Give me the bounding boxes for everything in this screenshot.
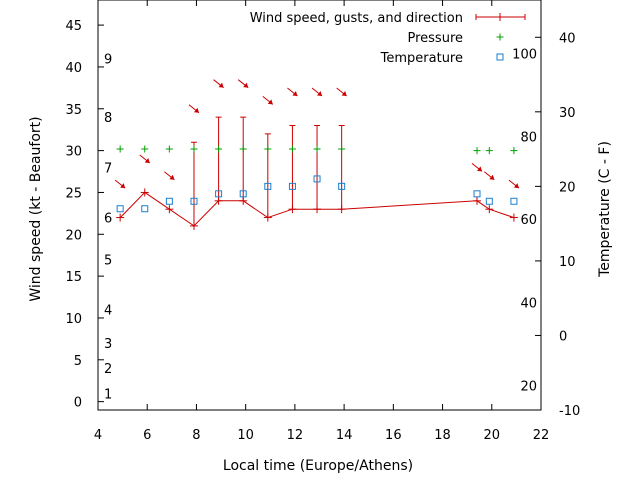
pressure-point [485, 147, 493, 155]
wind-direction-arrowhead [120, 183, 126, 189]
wind-direction-arrowhead [243, 82, 249, 88]
x-tick-label: 6 [143, 428, 151, 443]
y-tick-label: 5 [74, 354, 82, 369]
temperature-point [215, 190, 223, 198]
beaufort-label: 2 [104, 362, 112, 377]
y2-tick-label: 10 [559, 255, 576, 270]
chart-axes: 4 6 8 10 12 14 16 18 20 22051015202530354045-1001… [65, 0, 580, 443]
y2-tick-label: 20 [559, 180, 576, 195]
y2-tick-label: 0 [559, 329, 567, 344]
wind-direction-arrowhead [317, 91, 323, 97]
wind-direction-arrowhead [193, 107, 199, 113]
y2-axis-label: Temperature (C - F) [597, 141, 613, 278]
wind-direction-arrowhead [489, 174, 495, 180]
temperature-point [338, 182, 346, 190]
pressure-point [141, 145, 149, 153]
legend-label: Temperature [380, 51, 463, 66]
wind-direction-arrowhead [513, 183, 519, 189]
beaufort-label: 8 [104, 111, 112, 126]
plot-frame [97, 0, 542, 411]
fahrenheit-label: 100 [512, 48, 537, 63]
x-tick-label: 4 [94, 428, 102, 443]
beaufort-label: 4 [104, 304, 112, 319]
pressure-point [510, 147, 518, 155]
pressure-point [338, 145, 346, 153]
temperature-point [313, 175, 321, 183]
wind-direction-arrowhead [267, 99, 273, 105]
chart-data-layer [114, 79, 520, 230]
y-tick-label: 30 [65, 145, 82, 160]
fahrenheit-label: 60 [520, 213, 537, 228]
pressure-point [239, 145, 247, 153]
pressure-point [288, 145, 296, 153]
pressure-point [165, 145, 173, 153]
beaufort-label: 6 [104, 212, 112, 227]
temperature-point [116, 205, 124, 213]
y-tick-label: 25 [65, 186, 82, 201]
y-axis-label: Wind speed (kt - Beaufort) [28, 116, 44, 301]
pressure-point [313, 145, 321, 153]
fahrenheit-label: 80 [520, 130, 537, 145]
fahrenheit-label: 20 [520, 379, 537, 394]
wind-direction-arrowhead [144, 157, 150, 163]
wind-direction-arrowhead [292, 91, 298, 97]
pressure-point [190, 145, 198, 153]
beaufort-label: 9 [104, 53, 112, 68]
legend-label: Pressure [407, 31, 463, 46]
y-tick-label: 0 [74, 396, 82, 411]
temperature-point [485, 197, 493, 205]
temperature-point [190, 197, 198, 205]
legend-label: Wind speed, gusts, and direction [250, 11, 463, 26]
x-tick-label: 8 [192, 428, 200, 443]
y-tick-label: 45 [65, 19, 82, 34]
beaufort-label: 5 [104, 253, 112, 268]
pressure-point [215, 145, 223, 153]
x-tick-label: 14 [336, 428, 353, 443]
x-tick-label: 20 [484, 428, 501, 443]
wind-direction-arrowhead [169, 174, 175, 180]
temperature-point [473, 190, 481, 198]
y2-tick-label: 30 [559, 106, 576, 121]
fahrenheit-label: 40 [520, 297, 537, 312]
x-tick-label: 22 [533, 428, 550, 443]
pressure-point [264, 145, 272, 153]
pressure-point [116, 145, 124, 153]
y2-tick-label: 40 [559, 31, 576, 46]
wind-direction-arrowhead [477, 166, 483, 172]
x-tick-label: 10 [237, 428, 254, 443]
x-tick-label: 18 [434, 428, 451, 443]
pressure-point [473, 147, 481, 155]
y2-tick-label: -10 [559, 404, 580, 419]
wind-direction-arrowhead [341, 91, 347, 97]
beaufort-label: 3 [104, 337, 112, 352]
temperature-point [288, 182, 296, 190]
chart-legend: Wind speed, gusts, and direction Pressure… [250, 11, 526, 66]
y-tick-label: 15 [65, 270, 82, 285]
x-tick-label: 16 [385, 428, 402, 443]
wind-direction-arrowhead [218, 82, 224, 88]
y-tick-label: 20 [65, 228, 82, 243]
y-tick-label: 35 [65, 103, 82, 118]
x-tick-label: 12 [287, 428, 304, 443]
beaufort-label: 1 [104, 387, 112, 402]
temperature-point [239, 190, 247, 198]
legend-pressure-marker [496, 33, 504, 41]
temperature-point [165, 197, 173, 205]
y-tick-label: 40 [65, 61, 82, 76]
temperature-point [510, 197, 518, 205]
y-tick-label: 10 [65, 312, 82, 327]
x-axis-label: Local time (Europe/Athens) [223, 458, 413, 474]
beaufort-label: 7 [104, 161, 112, 176]
legend-temperature-marker [496, 53, 504, 61]
temperature-point [141, 205, 149, 213]
temperature-point [264, 182, 272, 190]
